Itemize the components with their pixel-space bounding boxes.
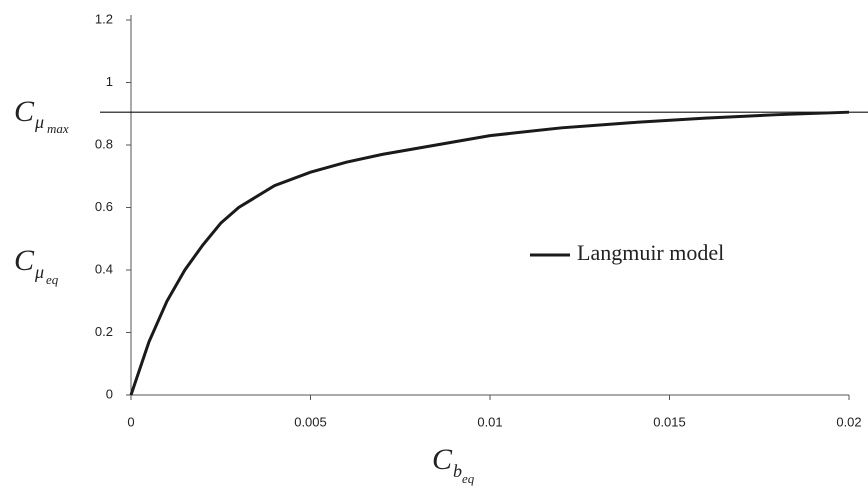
y-tick-label: 0.4 bbox=[95, 261, 113, 276]
ref-label-base: C bbox=[14, 95, 35, 128]
x-tick-label: 0.01 bbox=[477, 414, 502, 429]
x-tick-label: 0.02 bbox=[836, 414, 861, 429]
x-tick-label: 0.005 bbox=[294, 414, 327, 429]
y-tick-label: 0.8 bbox=[95, 136, 113, 151]
y-tick-label: 0.6 bbox=[95, 199, 113, 214]
y-tick-label: 1.2 bbox=[95, 11, 113, 26]
y-label-sub: μ bbox=[34, 262, 44, 282]
x-label-sub: b bbox=[453, 461, 462, 481]
y-label-subsub: eq bbox=[46, 272, 59, 287]
y-tick-label: 0.2 bbox=[95, 324, 113, 339]
y-label-base: C bbox=[14, 244, 35, 277]
ref-label-sub: μ bbox=[34, 112, 44, 132]
x-label-subsub: eq bbox=[462, 471, 475, 486]
legend-label: Langmuir model bbox=[577, 240, 724, 265]
x-label-base: C bbox=[432, 443, 453, 476]
series-line bbox=[129, 110, 850, 396]
x-tick-label: 0 bbox=[127, 414, 134, 429]
ref-label-subsub: max bbox=[47, 121, 69, 136]
x-tick-label: 0.015 bbox=[653, 414, 686, 429]
y-tick-label: 1 bbox=[106, 74, 113, 89]
y-tick-label: 0 bbox=[106, 386, 113, 401]
